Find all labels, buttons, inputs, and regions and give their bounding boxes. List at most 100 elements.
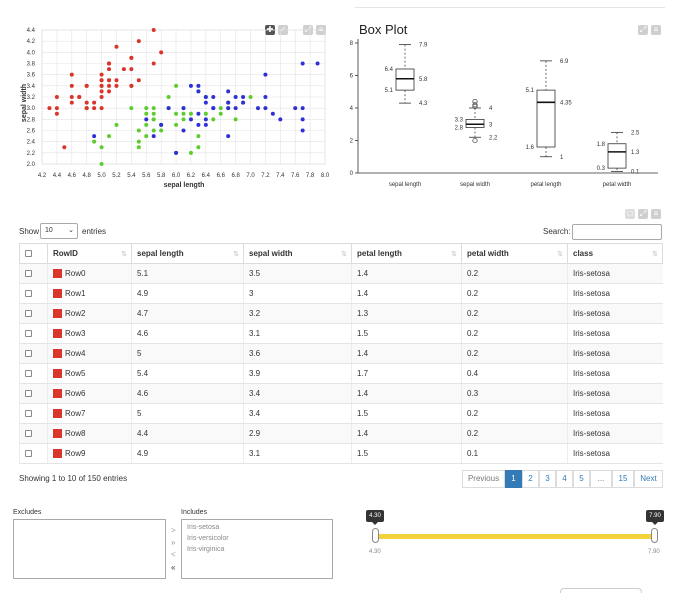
scatter-point[interactable] bbox=[203, 111, 208, 116]
scatter-point[interactable] bbox=[114, 83, 119, 88]
scatter-point[interactable] bbox=[203, 100, 208, 105]
scatter-point[interactable] bbox=[218, 111, 223, 116]
outlier-point[interactable] bbox=[472, 98, 478, 105]
scatter-point[interactable] bbox=[300, 117, 305, 122]
scatter-point[interactable] bbox=[255, 106, 260, 111]
scatter-point[interactable] bbox=[136, 139, 141, 144]
row-select-cell[interactable] bbox=[19, 343, 48, 364]
outlier-point[interactable] bbox=[472, 103, 478, 109]
scatter-point[interactable] bbox=[77, 95, 82, 99]
scatter-point[interactable] bbox=[144, 106, 149, 111]
scatter-point[interactable] bbox=[188, 117, 193, 122]
table-row[interactable]: Row8 4.4 2.9 1.4 0.2 Iris-setosa bbox=[19, 423, 663, 444]
row-select-cell[interactable] bbox=[19, 263, 48, 284]
scatter-point[interactable] bbox=[99, 162, 104, 166]
scatter-point[interactable] bbox=[270, 111, 275, 116]
scatter-point[interactable] bbox=[226, 89, 231, 94]
move-all-right-icon[interactable]: » bbox=[171, 538, 176, 547]
scatter-point[interactable] bbox=[151, 134, 156, 139]
row-select-cell[interactable] bbox=[19, 443, 48, 464]
scatter-point[interactable] bbox=[107, 134, 112, 139]
scatter-point[interactable] bbox=[92, 139, 97, 144]
scatter-point[interactable] bbox=[293, 106, 298, 111]
scatter-point[interactable] bbox=[99, 78, 104, 83]
scatter-point[interactable] bbox=[248, 95, 253, 99]
page-length-select[interactable]: 10 ⌄ bbox=[40, 223, 78, 239]
scatter-point[interactable] bbox=[203, 117, 208, 122]
row-select-cell[interactable] bbox=[19, 323, 48, 344]
table-row[interactable]: Row7 5 3.4 1.5 0.2 Iris-setosa bbox=[19, 403, 663, 424]
table-row[interactable]: Row2 4.7 3.2 1.3 0.2 Iris-setosa bbox=[19, 303, 663, 324]
scatter-point[interactable] bbox=[54, 106, 59, 111]
scatter-point[interactable] bbox=[99, 83, 104, 88]
scatter-point[interactable] bbox=[211, 95, 216, 99]
scatter-point[interactable] bbox=[315, 61, 320, 66]
pagination-next[interactable]: Next bbox=[634, 470, 663, 488]
scatter-point[interactable] bbox=[174, 111, 179, 116]
scatter-point[interactable] bbox=[196, 111, 201, 116]
row-checkbox[interactable] bbox=[25, 310, 32, 318]
scatter-point[interactable] bbox=[114, 44, 119, 49]
scatter-point[interactable] bbox=[151, 61, 156, 66]
scatter-point[interactable] bbox=[300, 128, 305, 133]
row-select-cell[interactable] bbox=[19, 383, 48, 404]
scatter-point[interactable] bbox=[226, 134, 231, 139]
list-item[interactable]: Iris-setosa bbox=[187, 524, 220, 531]
scatter-point[interactable] bbox=[188, 111, 193, 116]
scatter-point[interactable] bbox=[129, 106, 134, 111]
scatter-point[interactable] bbox=[114, 78, 119, 83]
header-sepal-width[interactable]: sepal width ⇅ bbox=[243, 243, 352, 264]
scatter-point[interactable] bbox=[203, 122, 208, 127]
scatter-point[interactable] bbox=[241, 100, 246, 105]
scatter-point[interactable] bbox=[263, 106, 268, 111]
scatter-point[interactable] bbox=[136, 78, 141, 83]
scatter-point[interactable] bbox=[144, 122, 149, 127]
table-row[interactable]: Row0 5.1 3.5 1.4 0.2 Iris-setosa bbox=[19, 263, 663, 284]
search-input[interactable] bbox=[572, 224, 662, 240]
scatter-plot[interactable]: 4.2 4.4 4.6 4.8 5.0 5.2 5.4 5.6 5.8 6.0 6.2 6.4 6.6 6… bbox=[0, 0, 340, 195]
includes-list[interactable]: Iris-setosa Iris-versicolor Iris-virgini… bbox=[181, 519, 333, 579]
pagination-page[interactable]: 5 bbox=[573, 470, 590, 488]
row-select-cell[interactable] bbox=[19, 403, 48, 424]
scatter-point[interactable] bbox=[92, 106, 97, 111]
scatter-point[interactable] bbox=[144, 111, 149, 116]
scatter-point[interactable] bbox=[136, 39, 141, 44]
scatter-point[interactable] bbox=[233, 95, 238, 99]
scatter-point[interactable] bbox=[69, 95, 74, 99]
table-square-icon[interactable]: □ bbox=[625, 209, 635, 219]
scatter-point[interactable] bbox=[107, 83, 112, 88]
move-left-icon[interactable]: < bbox=[171, 550, 176, 559]
scatter-point[interactable] bbox=[188, 150, 193, 155]
scatter-point[interactable] bbox=[300, 61, 305, 66]
table-row[interactable]: Row6 4.6 3.4 1.4 0.3 Iris-setosa bbox=[19, 383, 663, 404]
select-all-header[interactable] bbox=[19, 243, 48, 264]
scatter-point[interactable] bbox=[181, 106, 186, 111]
scatter-point[interactable] bbox=[196, 122, 201, 127]
scatter-point[interactable] bbox=[144, 134, 149, 139]
scatter-point[interactable] bbox=[159, 122, 164, 127]
scatter-point[interactable] bbox=[226, 106, 231, 111]
outlier-point[interactable] bbox=[472, 102, 478, 108]
scatter-point[interactable] bbox=[211, 117, 216, 122]
scatter-point[interactable] bbox=[99, 106, 104, 111]
row-select-cell[interactable] bbox=[19, 283, 48, 304]
scatter-point[interactable] bbox=[174, 122, 179, 127]
scatter-point[interactable] bbox=[69, 72, 74, 77]
scatter-point[interactable] bbox=[62, 145, 67, 150]
box-plot[interactable]: 0 2 4 6 8 sepal length sepal width petal length… bbox=[340, 35, 670, 195]
scatter-point[interactable] bbox=[159, 50, 164, 55]
scatter-point[interactable] bbox=[129, 55, 134, 60]
outlier-point[interactable] bbox=[472, 137, 478, 144]
scatter-point[interactable] bbox=[92, 100, 97, 105]
scatter-point[interactable] bbox=[99, 145, 104, 150]
row-checkbox[interactable] bbox=[25, 270, 32, 278]
range-slider-high-handle[interactable] bbox=[651, 528, 658, 543]
scatter-point[interactable] bbox=[241, 95, 246, 99]
row-checkbox[interactable] bbox=[25, 430, 32, 438]
select-all-checkbox[interactable] bbox=[25, 250, 32, 258]
scatter-point[interactable] bbox=[107, 89, 112, 94]
header-petal-width[interactable]: petal width ⇅ bbox=[461, 243, 568, 264]
scatter-point[interactable] bbox=[196, 89, 201, 94]
scatter-point[interactable] bbox=[54, 95, 59, 99]
header-sepal-length[interactable]: sepal length ⇅ bbox=[131, 243, 244, 264]
